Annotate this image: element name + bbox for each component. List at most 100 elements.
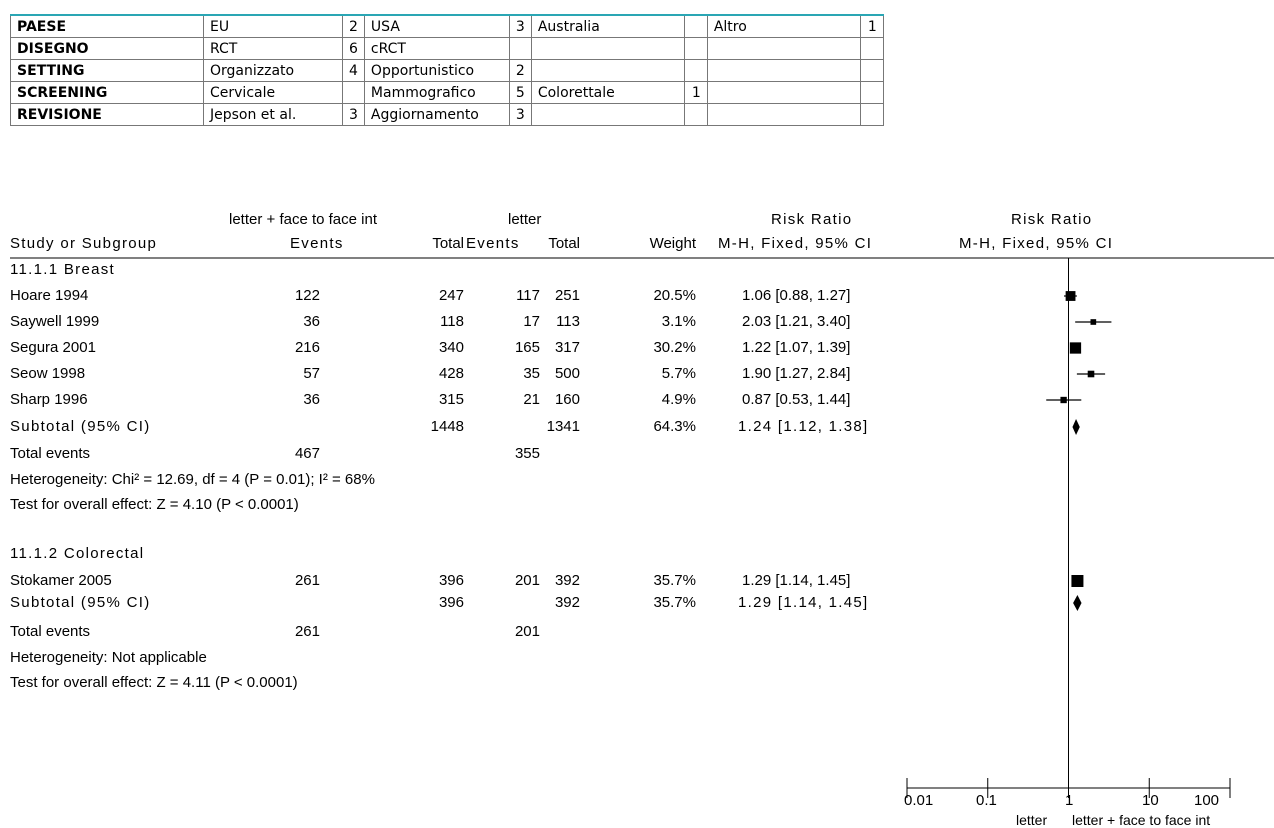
events-1: 122 — [294, 287, 320, 304]
total-2: 251 — [554, 287, 580, 304]
study-point — [1087, 370, 1095, 378]
total-1: 428 — [438, 365, 464, 382]
axis-tick-label: 0.1 — [976, 792, 997, 809]
study-point — [1071, 575, 1084, 587]
favours-left-label: letter — [1016, 812, 1048, 828]
pooled-diamond — [1073, 595, 1082, 611]
pooled-diamond — [1072, 419, 1080, 435]
total-2: 500 — [554, 365, 580, 382]
total-events-label: Total events — [10, 623, 91, 640]
events-1: 36 — [303, 391, 320, 408]
study-name: Segura 2001 — [10, 339, 96, 356]
subtotal-total2: 1341 — [546, 418, 580, 435]
study-name: Stokamer 2005 — [10, 572, 112, 589]
total2-header: Total — [548, 235, 580, 252]
group2-header: letter — [508, 211, 542, 228]
method-plot-header: M-H, Fixed, 95% CI — [959, 235, 1114, 252]
method-text-header: M-H, Fixed, 95% CI — [718, 235, 873, 252]
weight: 3.1% — [661, 313, 696, 330]
axis-tick-label: 1 — [1065, 792, 1074, 809]
study-col-header: Study or Subgroup — [10, 235, 158, 252]
total-events-2: 201 — [514, 623, 540, 640]
total-1: 118 — [440, 313, 464, 330]
subtotal-label: Subtotal (95% CI) — [10, 418, 151, 435]
events-2: 117 — [516, 287, 540, 304]
axis-tick-label: 0.01 — [904, 792, 934, 809]
events-1: 216 — [294, 339, 320, 356]
summary-row-header: REVISIONE — [10, 103, 204, 126]
events2-header: Events — [466, 235, 520, 252]
weight-header: Weight — [649, 235, 696, 252]
subtotal-ci: 1.24 [1.12, 1.38] — [738, 418, 869, 435]
total-2: 317 — [554, 339, 580, 356]
events-2: 201 — [514, 572, 540, 589]
study-name: Seow 1998 — [10, 365, 86, 382]
weight: 4.9% — [661, 391, 696, 408]
summary-cell-label: Jepson et al. — [203, 103, 343, 126]
subtotal-weight: 35.7% — [653, 594, 696, 611]
total-events-1: 261 — [294, 623, 320, 640]
study-name: Saywell 1999 — [10, 313, 100, 330]
total-1: 340 — [438, 339, 464, 356]
total-1: 396 — [438, 572, 464, 589]
events-1: 57 — [303, 365, 320, 382]
axis-tick-label: 100 — [1194, 792, 1220, 809]
subgroup-title: 11.1.1 Breast — [10, 261, 116, 278]
subtotal-label: Subtotal (95% CI) — [10, 594, 151, 611]
total-1: 247 — [438, 287, 464, 304]
heterogeneity-text: Heterogeneity: Chi² = 12.69, df = 4 (P =… — [10, 471, 375, 488]
weight: 5.7% — [661, 365, 696, 382]
summary-row-header: SCREENING — [10, 81, 204, 104]
events1-header: Events — [290, 235, 344, 252]
study-point — [1065, 291, 1076, 301]
events-2: 35 — [523, 365, 540, 382]
rr-plot-header: Risk Ratio — [1011, 211, 1093, 228]
heterogeneity-text: Heterogeneity: Not applicable — [10, 649, 207, 666]
study-point — [1069, 342, 1082, 354]
events-2: 17 — [523, 313, 540, 330]
overall-effect-text: Test for overall effect: Z = 4.11 (P < 0… — [10, 674, 298, 691]
group1-header: letter + face to face int — [229, 211, 378, 228]
summary-cell-label: Opportunistico — [363, 59, 510, 82]
events-2: 21 — [523, 391, 540, 408]
summary-row: DISEGNO RCT 6 cRCT — [10, 37, 884, 60]
events-1: 36 — [303, 313, 320, 330]
study-point — [1090, 319, 1097, 325]
total1-header: Total — [432, 235, 464, 252]
rr-text-header: Risk Ratio — [771, 211, 853, 228]
study-name: Hoare 1994 — [10, 287, 89, 304]
summary-cell-label: Aggiornamento — [363, 103, 510, 126]
summary-cell-label: cRCT — [363, 37, 510, 60]
subtotal-total2: 392 — [554, 594, 580, 611]
study-name: Sharp 1996 — [10, 391, 88, 408]
total-2: 392 — [554, 572, 580, 589]
risk-ratio-ci: 1.29 [1.14, 1.45] — [742, 572, 851, 589]
risk-ratio-ci: 1.22 [1.07, 1.39] — [742, 339, 851, 356]
favours-right-label: letter + face to face int — [1072, 812, 1211, 828]
subtotal-weight: 64.3% — [653, 418, 696, 435]
summary-row-header: SETTING — [10, 59, 204, 82]
overall-effect-text: Test for overall effect: Z = 4.10 (P < 0… — [10, 496, 299, 513]
summary-row-header: DISEGNO — [10, 37, 204, 60]
total-events-1: 467 — [294, 445, 320, 462]
risk-ratio-ci: 1.90 [1.27, 2.84] — [742, 365, 851, 382]
subtotal-total1: 396 — [438, 594, 464, 611]
subgroup-title: 11.1.2 Colorectal — [10, 545, 145, 562]
total-2: 113 — [556, 313, 580, 330]
axis-tick-label: 10 — [1142, 792, 1159, 809]
risk-ratio-ci: 2.03 [1.21, 3.40] — [742, 313, 851, 330]
weight: 35.7% — [653, 572, 696, 589]
summary-row: REVISIONE Jepson et al. 3 Aggiornamento 3 — [10, 103, 884, 126]
study-point — [1060, 396, 1067, 404]
summary-cell-label: Colorettale — [530, 81, 685, 104]
summary-cell-label: Mammografico — [363, 81, 510, 104]
weight: 20.5% — [653, 287, 696, 304]
summary-row: SCREENING Cervicale Mammografico 5 Coloretta… — [10, 81, 884, 104]
summary-table: PAESE EU 2 USA 3 Australia Altro 1 DISEGNO RCT 6 cR… — [10, 14, 884, 126]
summary-cell-count: 1 — [859, 14, 884, 38]
total-events-2: 355 — [514, 445, 540, 462]
subtotal-ci: 1.29 [1.14, 1.45] — [738, 594, 869, 611]
total-1: 315 — [438, 391, 464, 408]
total-2: 160 — [554, 391, 580, 408]
